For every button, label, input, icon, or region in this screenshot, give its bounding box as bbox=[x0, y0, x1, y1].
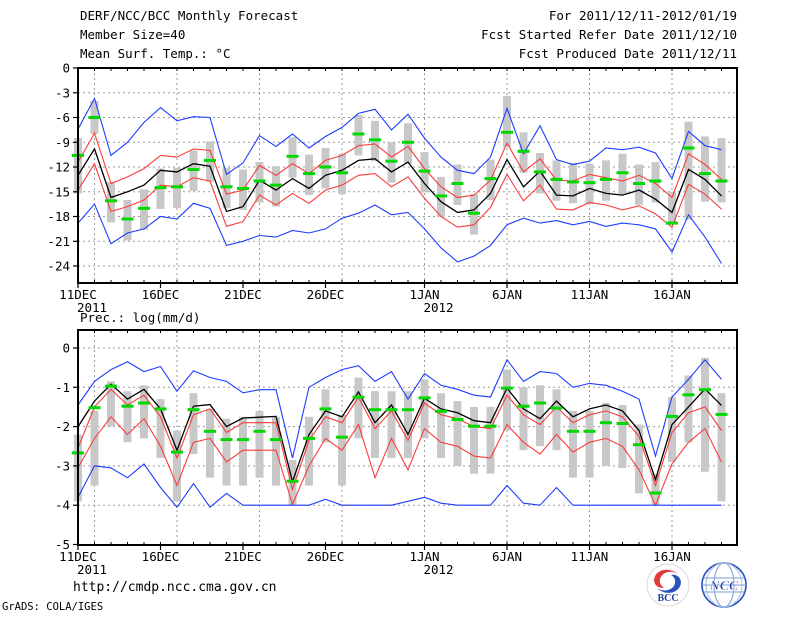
svg-text:-1: -1 bbox=[55, 380, 70, 395]
bcc-logo-label: BCC bbox=[657, 593, 678, 604]
svg-text:21DEC: 21DEC bbox=[224, 287, 262, 302]
ncc-logo: NCC bbox=[701, 562, 747, 608]
logos: BCC NCC bbox=[646, 562, 747, 608]
svg-text:-21: -21 bbox=[47, 234, 70, 249]
svg-text:6JAN: 6JAN bbox=[492, 549, 522, 564]
svg-text:21DEC: 21DEC bbox=[224, 549, 262, 564]
forecast-refer-date: Fcst Started Refer Date 2011/12/10 bbox=[481, 27, 737, 42]
temp-chart-title: Mean Surf. Temp.: °C bbox=[80, 46, 231, 61]
forecast-valid-range: For 2011/12/11-2012/01/19 bbox=[548, 8, 737, 23]
svg-text:-9: -9 bbox=[55, 135, 70, 150]
svg-text:2011: 2011 bbox=[77, 300, 107, 315]
svg-text:26DEC: 26DEC bbox=[307, 287, 345, 302]
svg-text:0: 0 bbox=[62, 61, 70, 76]
svg-text:1JAN: 1JAN bbox=[409, 287, 439, 302]
svg-text:16JAN: 16JAN bbox=[653, 549, 691, 564]
svg-text:2012: 2012 bbox=[423, 300, 453, 315]
bcc-logo-blue-swirl bbox=[657, 574, 681, 593]
svg-text:-24: -24 bbox=[47, 259, 70, 274]
svg-text:6JAN: 6JAN bbox=[492, 287, 522, 302]
prec-chart-title: Prec.: log(mm/d) bbox=[80, 310, 201, 325]
svg-text:11DEC: 11DEC bbox=[59, 549, 97, 564]
svg-text:0: 0 bbox=[62, 341, 70, 356]
page-title: DERF/NCC/BCC Monthly Forecast bbox=[80, 8, 299, 23]
source-url: http://cmdp.ncc.cma.gov.cn bbox=[73, 580, 277, 595]
svg-text:1JAN: 1JAN bbox=[409, 549, 439, 564]
svg-text:-18: -18 bbox=[47, 209, 70, 224]
svg-text:11DEC: 11DEC bbox=[59, 287, 97, 302]
bcc-logo-red-swirl bbox=[654, 569, 678, 588]
svg-text:-2: -2 bbox=[55, 419, 70, 434]
svg-text:-6: -6 bbox=[55, 110, 70, 125]
grads-credit: GrADS: COLA/IGES bbox=[2, 601, 104, 613]
svg-text:-3: -3 bbox=[55, 85, 70, 100]
svg-text:11JAN: 11JAN bbox=[571, 287, 609, 302]
svg-text:-3: -3 bbox=[55, 458, 70, 473]
member-size-label: Member Size=40 bbox=[80, 27, 186, 42]
ncc-logo-label: NCC bbox=[709, 579, 739, 594]
svg-text:16DEC: 16DEC bbox=[142, 287, 180, 302]
svg-text:2012: 2012 bbox=[423, 562, 453, 577]
svg-text:-15: -15 bbox=[47, 184, 70, 199]
svg-text:16JAN: 16JAN bbox=[653, 287, 691, 302]
svg-text:11JAN: 11JAN bbox=[571, 549, 609, 564]
svg-text:-5: -5 bbox=[55, 537, 70, 552]
svg-text:2011: 2011 bbox=[77, 562, 107, 577]
svg-text:16DEC: 16DEC bbox=[142, 549, 180, 564]
svg-text:-4: -4 bbox=[55, 498, 70, 513]
svg-text:26DEC: 26DEC bbox=[307, 549, 345, 564]
svg-text:-12: -12 bbox=[47, 160, 70, 175]
forecast-produced-date: Fcst Produced Date 2011/12/11 bbox=[518, 46, 737, 61]
bcc-logo: BCC bbox=[646, 563, 690, 607]
